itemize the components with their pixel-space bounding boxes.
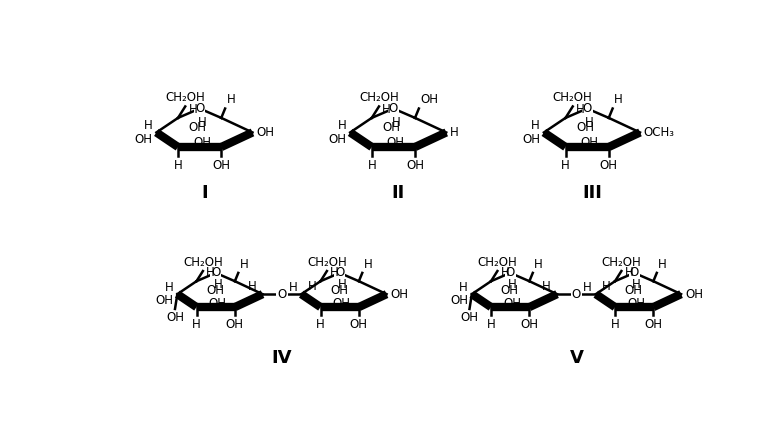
Text: O: O: [583, 102, 592, 115]
Text: H: H: [534, 258, 543, 270]
Text: CH₂OH: CH₂OH: [359, 91, 399, 104]
Text: I: I: [201, 184, 207, 202]
Text: H: H: [576, 103, 585, 116]
Text: OH: OH: [624, 284, 643, 297]
Text: CH₂OH: CH₂OH: [553, 91, 593, 104]
Text: O: O: [388, 102, 398, 115]
Text: H: H: [611, 318, 619, 331]
Text: H: H: [508, 278, 516, 291]
Text: OH: OH: [576, 121, 594, 134]
Text: H: H: [316, 318, 325, 331]
Text: H: H: [561, 159, 570, 172]
Text: H: H: [583, 281, 592, 294]
Text: H: H: [658, 258, 667, 270]
Text: H: H: [531, 119, 540, 132]
Text: O: O: [335, 267, 344, 280]
Text: OH: OH: [450, 294, 468, 307]
Text: H: H: [227, 93, 236, 106]
Text: OH: OH: [501, 284, 519, 297]
Text: H: H: [382, 103, 391, 116]
Text: H: H: [165, 281, 173, 294]
Text: OCH₃: OCH₃: [644, 126, 675, 139]
Text: OH: OH: [189, 121, 207, 134]
Text: O: O: [211, 267, 220, 280]
Text: H: H: [308, 280, 317, 293]
Text: OH: OH: [387, 136, 405, 149]
Text: H: H: [392, 116, 400, 129]
Text: O: O: [629, 267, 639, 280]
Text: H: H: [602, 280, 611, 293]
Text: H: H: [585, 116, 594, 129]
Text: V: V: [569, 350, 583, 368]
Text: H: H: [363, 258, 373, 270]
Text: H: H: [214, 278, 222, 291]
Text: IV: IV: [271, 350, 292, 368]
Text: O: O: [572, 288, 581, 301]
Text: H: H: [192, 318, 201, 331]
Text: OH: OH: [391, 288, 409, 301]
Text: H: H: [247, 280, 256, 293]
Text: OH: OH: [644, 318, 662, 331]
Text: H: H: [197, 116, 207, 129]
Text: OH: OH: [420, 93, 438, 106]
Text: OH: OH: [627, 298, 645, 310]
Text: H: H: [144, 119, 153, 132]
Text: OH: OH: [600, 159, 618, 172]
Text: II: II: [392, 184, 405, 202]
Text: H: H: [289, 281, 297, 294]
Text: OH: OH: [522, 133, 540, 146]
Text: OH: OH: [382, 121, 400, 134]
Text: OH: OH: [206, 284, 224, 297]
Text: OH: OH: [685, 288, 703, 301]
Text: H: H: [338, 278, 346, 291]
Text: H: H: [632, 278, 640, 291]
Text: H: H: [338, 119, 346, 132]
Text: H: H: [459, 281, 468, 294]
Text: OH: OH: [503, 298, 521, 310]
Text: O: O: [195, 102, 204, 115]
Text: CH₂OH: CH₂OH: [183, 256, 223, 269]
Text: CH₂OH: CH₂OH: [601, 256, 641, 269]
Text: CH₂OH: CH₂OH: [307, 256, 347, 269]
Text: H: H: [450, 126, 459, 139]
Text: OH: OH: [406, 159, 424, 172]
Text: OH: OH: [166, 311, 184, 324]
Text: H: H: [189, 103, 197, 116]
Text: OH: OH: [330, 284, 348, 297]
Text: H: H: [542, 280, 551, 293]
Text: OH: OH: [209, 298, 227, 310]
Text: OH: OH: [193, 136, 211, 149]
Text: H: H: [614, 93, 623, 106]
Text: H: H: [367, 159, 376, 172]
Text: H: H: [330, 266, 339, 280]
Text: OH: OH: [212, 159, 230, 172]
Text: III: III: [582, 184, 602, 202]
Text: H: H: [239, 258, 249, 270]
Text: H: H: [174, 159, 183, 172]
Text: OH: OH: [257, 126, 275, 139]
Text: H: H: [206, 266, 215, 280]
Text: H: H: [487, 318, 495, 331]
Text: OH: OH: [155, 294, 173, 307]
Text: CH₂OH: CH₂OH: [165, 91, 205, 104]
Text: OH: OH: [350, 318, 368, 331]
Text: O: O: [505, 267, 515, 280]
Text: O: O: [278, 288, 286, 301]
Text: OH: OH: [520, 318, 538, 331]
Text: CH₂OH: CH₂OH: [477, 256, 517, 269]
Text: OH: OH: [134, 133, 153, 146]
Text: H: H: [624, 266, 633, 280]
Text: OH: OH: [333, 298, 351, 310]
Text: OH: OH: [226, 318, 244, 331]
Text: OH: OH: [328, 133, 346, 146]
Text: OH: OH: [580, 136, 598, 149]
Text: H: H: [501, 266, 509, 280]
Text: OH: OH: [460, 311, 478, 324]
